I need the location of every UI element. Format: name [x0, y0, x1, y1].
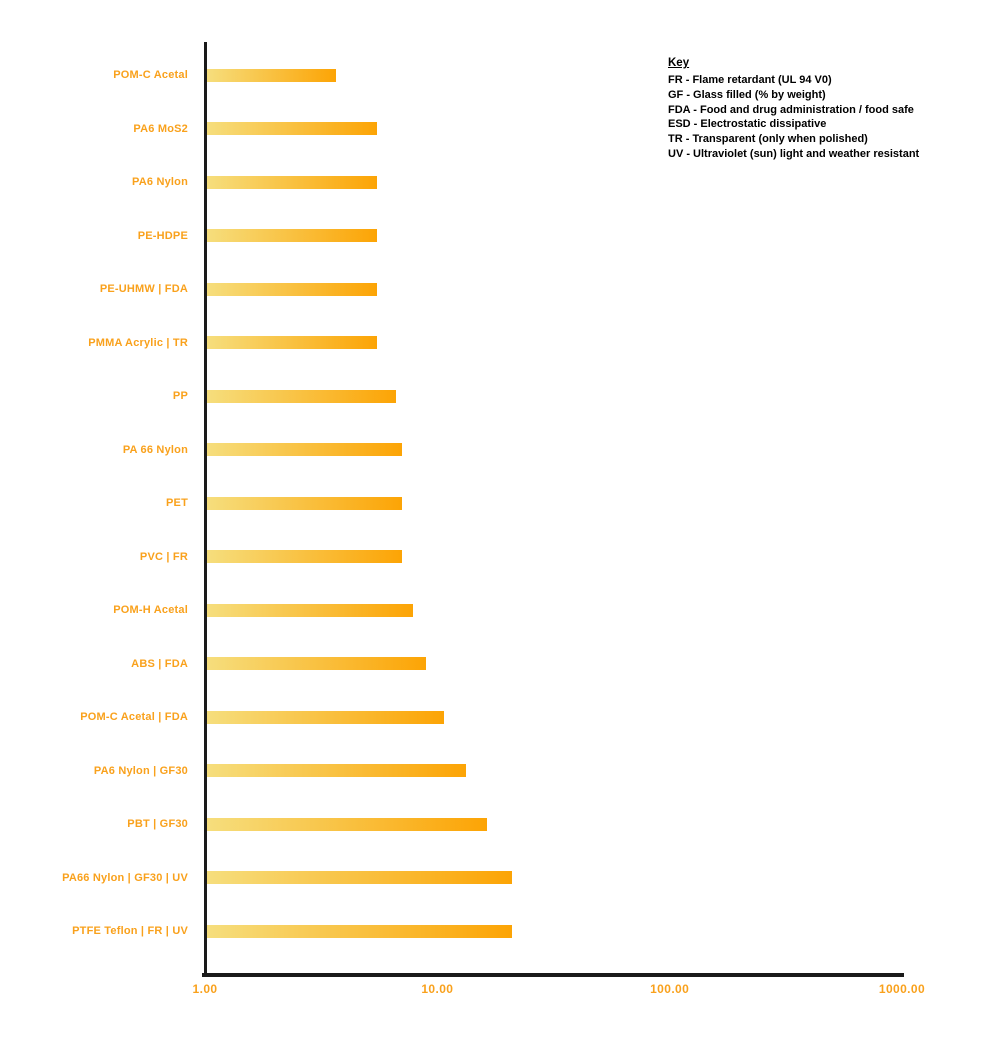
- category-label: PE-HDPE: [137, 229, 188, 242]
- bar-row: POM-C Acetal: [0, 68, 1000, 82]
- key-entry: ESD - Electrostatic dissipative: [668, 118, 827, 131]
- bar: [207, 336, 378, 349]
- bar: [207, 282, 378, 296]
- bar: [207, 68, 337, 82]
- key-entry: FR - Flame retardant (UL 94 V0): [668, 74, 832, 86]
- bar: [207, 550, 402, 563]
- bar: [207, 443, 402, 456]
- bar: [207, 817, 487, 831]
- category-label: PTFE Teflon | FR | UV: [72, 925, 188, 937]
- category-label: PMMA Acrylic | TR: [88, 336, 188, 349]
- category-label: PA6 Nylon: [132, 176, 188, 188]
- bar-row: PA6 MoS2: [0, 122, 1000, 135]
- key-entry: TR - Transparent (only when polished): [668, 133, 868, 146]
- key-entry: FDA - Food and drug administration / foo…: [668, 103, 914, 116]
- bar-row: ABS | FDA: [0, 657, 1000, 670]
- category-label: PP: [172, 390, 188, 402]
- category-label: PBT | GF30: [127, 818, 188, 830]
- x-tick-label: 100.00: [650, 982, 690, 996]
- category-label: PA6 MoS2: [133, 122, 188, 135]
- bar-row: PA 66 Nylon: [0, 443, 1000, 456]
- category-label: PA6 Nylon | GF30: [93, 764, 188, 777]
- key-entry: UV - Ultraviolet (sun) light and weather…: [668, 147, 920, 160]
- bar-row: PA66 Nylon | GF30 | UV: [0, 871, 1000, 884]
- key-entry: GF - Glass filled (% by weight): [668, 88, 826, 101]
- x-tick-label: 1.00: [192, 982, 218, 996]
- bar: [207, 389, 396, 403]
- bar-row: PA6 Nylon: [0, 175, 1000, 189]
- x-tick-label: 1000.00: [878, 982, 926, 996]
- bar: [207, 175, 378, 189]
- category-label: PET: [166, 497, 188, 509]
- bar-row: PET: [0, 496, 1000, 510]
- key-entries: FR - Flame retardant (UL 94 V0) GF - Glas…: [668, 73, 919, 162]
- bar-row: PP: [0, 389, 1000, 403]
- category-label: POM-H Acetal: [113, 604, 188, 616]
- bar: [207, 603, 413, 617]
- category-label: PA 66 Nylon: [122, 443, 188, 456]
- category-label: ABS | FDA: [131, 657, 188, 670]
- x-axis-line: [202, 973, 904, 977]
- bar: [207, 764, 466, 777]
- bar: [207, 122, 378, 135]
- bar-row: PA6 Nylon | GF30: [0, 764, 1000, 777]
- bar: [207, 710, 445, 724]
- bar-row: PTFE Teflon | FR | UV: [0, 924, 1000, 938]
- bar: [207, 657, 427, 670]
- bar-row: PE-HDPE: [0, 229, 1000, 242]
- bar-row: PE-UHMW | FDA: [0, 282, 1000, 296]
- category-label: PE-UHMW | FDA: [99, 283, 188, 295]
- x-tick-label: 10.00: [421, 982, 454, 996]
- bar-row: POM-H Acetal: [0, 603, 1000, 617]
- key-title: Key: [668, 57, 690, 69]
- y-axis-line: [204, 42, 207, 977]
- bar: [207, 871, 512, 884]
- bar: [207, 229, 378, 242]
- bar: [207, 924, 512, 938]
- category-label: POM-C Acetal | FDA: [80, 711, 188, 723]
- bar-row: POM-C Acetal | FDA: [0, 710, 1000, 724]
- bar-row: PBT | GF30: [0, 817, 1000, 831]
- bar: [207, 496, 402, 510]
- bar-row: PMMA Acrylic | TR: [0, 336, 1000, 349]
- key-legend: Key FR - Flame retardant (UL 94 V0) GF - …: [668, 56, 919, 162]
- bar-row: PVC | FR: [0, 550, 1000, 563]
- category-label: PVC | FR: [139, 550, 188, 563]
- category-label: POM-C Acetal: [113, 69, 188, 81]
- category-label: PA66 Nylon | GF30 | UV: [62, 871, 188, 884]
